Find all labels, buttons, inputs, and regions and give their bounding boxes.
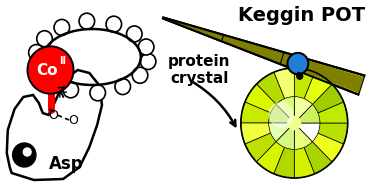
Wedge shape [294, 72, 332, 123]
Wedge shape [294, 123, 313, 149]
Circle shape [54, 19, 70, 36]
Wedge shape [269, 104, 294, 123]
Circle shape [288, 116, 301, 130]
Wedge shape [294, 68, 315, 123]
Wedge shape [294, 123, 320, 142]
Circle shape [29, 48, 72, 92]
Wedge shape [294, 97, 313, 123]
Circle shape [138, 39, 154, 55]
Wedge shape [294, 102, 348, 123]
Wedge shape [257, 123, 294, 174]
Text: Co: Co [36, 63, 57, 78]
Circle shape [29, 45, 44, 60]
Wedge shape [294, 84, 344, 123]
Wedge shape [294, 123, 315, 178]
Text: Keggin POT: Keggin POT [237, 6, 365, 24]
Circle shape [79, 13, 94, 29]
Wedge shape [245, 84, 294, 123]
Circle shape [297, 73, 303, 79]
Circle shape [23, 148, 31, 156]
Wedge shape [257, 72, 294, 123]
Wedge shape [276, 123, 294, 149]
Wedge shape [294, 123, 332, 174]
Circle shape [289, 55, 307, 73]
Circle shape [37, 31, 52, 47]
Circle shape [27, 46, 74, 94]
Polygon shape [163, 18, 364, 95]
Circle shape [106, 16, 122, 32]
Text: O: O [68, 114, 78, 127]
Wedge shape [241, 123, 294, 144]
Text: II: II [59, 56, 66, 66]
Circle shape [31, 59, 46, 75]
Circle shape [127, 26, 142, 42]
Text: Asp: Asp [49, 155, 84, 173]
Polygon shape [7, 70, 102, 180]
Circle shape [42, 72, 58, 88]
Wedge shape [294, 123, 344, 162]
Text: protein
crystal: protein crystal [168, 54, 230, 86]
Circle shape [12, 143, 36, 167]
Circle shape [90, 85, 105, 101]
Wedge shape [245, 123, 294, 162]
Circle shape [287, 53, 308, 75]
Wedge shape [269, 123, 294, 142]
Wedge shape [274, 123, 294, 178]
Wedge shape [276, 97, 294, 123]
Wedge shape [241, 102, 294, 123]
Circle shape [269, 103, 293, 127]
Polygon shape [163, 18, 364, 93]
Circle shape [140, 53, 156, 69]
Wedge shape [294, 104, 320, 123]
Circle shape [115, 79, 130, 95]
Circle shape [63, 82, 79, 98]
Wedge shape [274, 68, 294, 123]
Wedge shape [294, 123, 348, 144]
Text: O: O [48, 108, 58, 122]
Circle shape [132, 67, 148, 83]
